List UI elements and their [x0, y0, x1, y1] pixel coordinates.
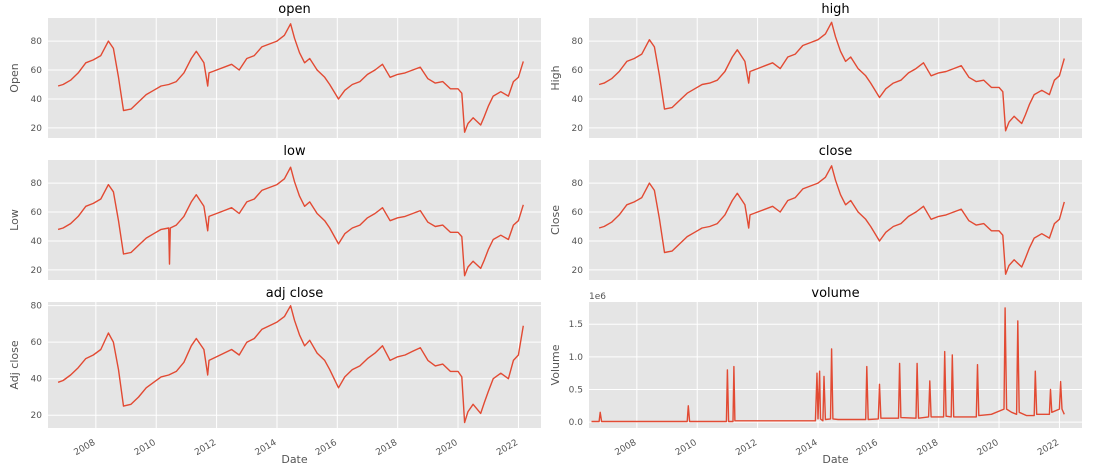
- y-tick-label: 40: [31, 95, 43, 105]
- y-tick-label: 20: [31, 266, 43, 276]
- y-tick-label: 80: [31, 37, 43, 47]
- y-tick-label: 40: [31, 237, 43, 247]
- subplot-title: open: [278, 2, 310, 17]
- x-tick-label: 2010: [133, 438, 158, 458]
- y-tick-label: 20: [31, 124, 43, 134]
- x-tick-label: 2008: [614, 438, 639, 458]
- x-tick-label: 2020: [976, 438, 1001, 458]
- y-tick-label: 0.0: [569, 418, 584, 428]
- series-line: [57, 305, 524, 424]
- subplot-adj-close: 20 40 60 80 2008 2010 2012 2014 2016 2018 2020 2022…: [8, 286, 541, 466]
- y-tick-label: 60: [31, 66, 43, 76]
- x-tick-label: 2010: [674, 438, 699, 458]
- y-tick-label: 20: [31, 411, 43, 421]
- series-line: [57, 166, 524, 277]
- y-axis-label: Low: [8, 209, 21, 231]
- y-tick-label: 1.5: [569, 320, 583, 330]
- axis-offset-label: 1e6: [589, 292, 606, 302]
- y-tick-label: 80: [572, 37, 584, 47]
- y-tick-label: 40: [31, 375, 43, 385]
- y-axis-label: Adj close: [8, 340, 21, 389]
- y-tick-label: 60: [572, 66, 584, 76]
- series-line: [598, 21, 1065, 132]
- x-tick-label: 2012: [734, 438, 759, 458]
- series-line: [591, 307, 1065, 423]
- x-tick-label: 2018: [374, 438, 399, 458]
- y-tick-label: 60: [31, 338, 43, 348]
- x-tick-label: 2022: [1036, 438, 1061, 458]
- y-tick-label: 0.5: [569, 385, 583, 395]
- y-tick-label: 20: [572, 124, 584, 134]
- y-tick-label: 80: [572, 179, 584, 189]
- y-tick-label: 40: [572, 95, 584, 105]
- y-tick-label: 20: [572, 266, 584, 276]
- subplot-title: low: [283, 144, 306, 159]
- x-axis-label: Date: [822, 453, 849, 466]
- x-tick-label: 2014: [795, 438, 820, 458]
- subplot-high: 20 40 60 80 high High: [549, 2, 1082, 138]
- y-tick-label: 80: [31, 179, 43, 189]
- y-axis-label: High: [549, 65, 562, 90]
- x-tick-label: 2022: [495, 438, 520, 458]
- subplot-volume: 0.0 0.5 1.0 1.5 2008 2010 2012 2014 2016 2018 2020…: [549, 286, 1082, 466]
- x-tick-label: 2014: [254, 438, 279, 458]
- x-tick-label: 2016: [855, 438, 880, 458]
- series-line: [598, 165, 1065, 275]
- subplot-low: 20 40 60 80 low Low: [8, 144, 541, 280]
- subplot-title: adj close: [266, 286, 323, 301]
- y-tick-label: 40: [572, 237, 584, 247]
- subplot-title: high: [821, 2, 849, 17]
- subplot-close: 20 40 60 80 close Close: [549, 144, 1082, 280]
- y-tick-label: 80: [31, 302, 43, 312]
- x-tick-label: 2008: [73, 438, 98, 458]
- x-axis-label: Date: [281, 453, 308, 466]
- plot-area: [48, 302, 541, 428]
- y-axis-label: Close: [549, 205, 562, 235]
- x-tick-label: 2020: [435, 438, 460, 458]
- x-tick-label: 2012: [193, 438, 218, 458]
- x-tick-label: 2016: [314, 438, 339, 458]
- y-axis-label: Volume: [549, 344, 562, 385]
- y-tick-label: 60: [572, 208, 584, 218]
- plot-area: [589, 302, 1082, 428]
- subplot-title: close: [819, 144, 852, 159]
- x-tick-label: 2018: [915, 438, 940, 458]
- subplot-open: 20 40 60 80 open Open: [8, 2, 541, 138]
- plot-area: [48, 160, 541, 280]
- y-axis-label: Open: [8, 63, 21, 92]
- y-tick-label: 60: [31, 208, 43, 218]
- y-tick-label: 1.0: [569, 353, 584, 363]
- series-line: [57, 23, 524, 133]
- subplot-title: volume: [811, 286, 859, 301]
